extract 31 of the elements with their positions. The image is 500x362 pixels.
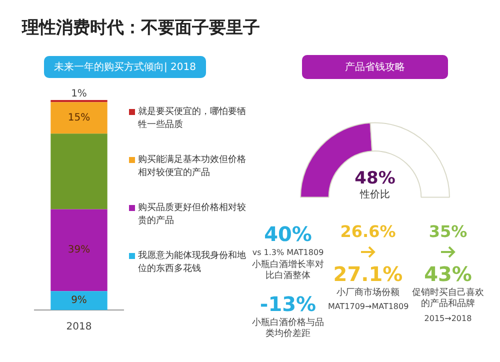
bar — [50, 291, 108, 310]
text: 小厂商市场份额 — [336, 288, 400, 300]
text: -13% — [258, 292, 318, 317]
text: 2015→2018 — [423, 314, 473, 324]
bar — [50, 102, 108, 134]
chart-subtitle: 未来一年的购买方式倾向| 2018 — [44, 56, 206, 78]
chart-title: 产品省钱攻略 — [302, 55, 448, 79]
data-label: 9% — [71, 295, 87, 306]
text: MAT1709→MAT1809 — [328, 302, 409, 312]
text: 小瓶白酒价格与品类均价差距 — [251, 318, 325, 340]
text: vs 1.3% MAT1809 — [251, 248, 325, 258]
legend-label: 我愿意为能体现我身份和地位的东西多花钱 — [138, 251, 246, 274]
bar — [50, 134, 108, 210]
legend-label: 购买品质更好但价格相对较贵的产品 — [138, 202, 247, 228]
text: 35% — [428, 222, 468, 242]
legend-label: 就是要买便宜的，哪怕要牺牲一些品质 — [138, 106, 247, 132]
text: 40% — [263, 222, 313, 247]
bar — [50, 209, 108, 292]
text: 27.1% — [332, 262, 404, 287]
data-label: 15% — [68, 112, 90, 124]
data-label: 39% — [68, 244, 90, 256]
chart-title: 理性消费时代：不要面子要里子 — [22, 17, 260, 39]
data-label: 48% — [354, 168, 396, 188]
data-label: 1% — [71, 88, 87, 100]
text: 小瓶白酒增长率对比白酒整体 — [251, 260, 325, 282]
text: 26.6% — [339, 222, 397, 242]
legend-label: 购买能满足基本功效但价格相对较便宜的产品 — [138, 154, 247, 180]
slice-label: 性价比 — [359, 188, 390, 200]
x-tick-label: 2018 — [66, 322, 92, 333]
text: 43% — [423, 262, 473, 287]
text: 促销时买自己喜欢的产品和品牌 — [411, 288, 485, 310]
